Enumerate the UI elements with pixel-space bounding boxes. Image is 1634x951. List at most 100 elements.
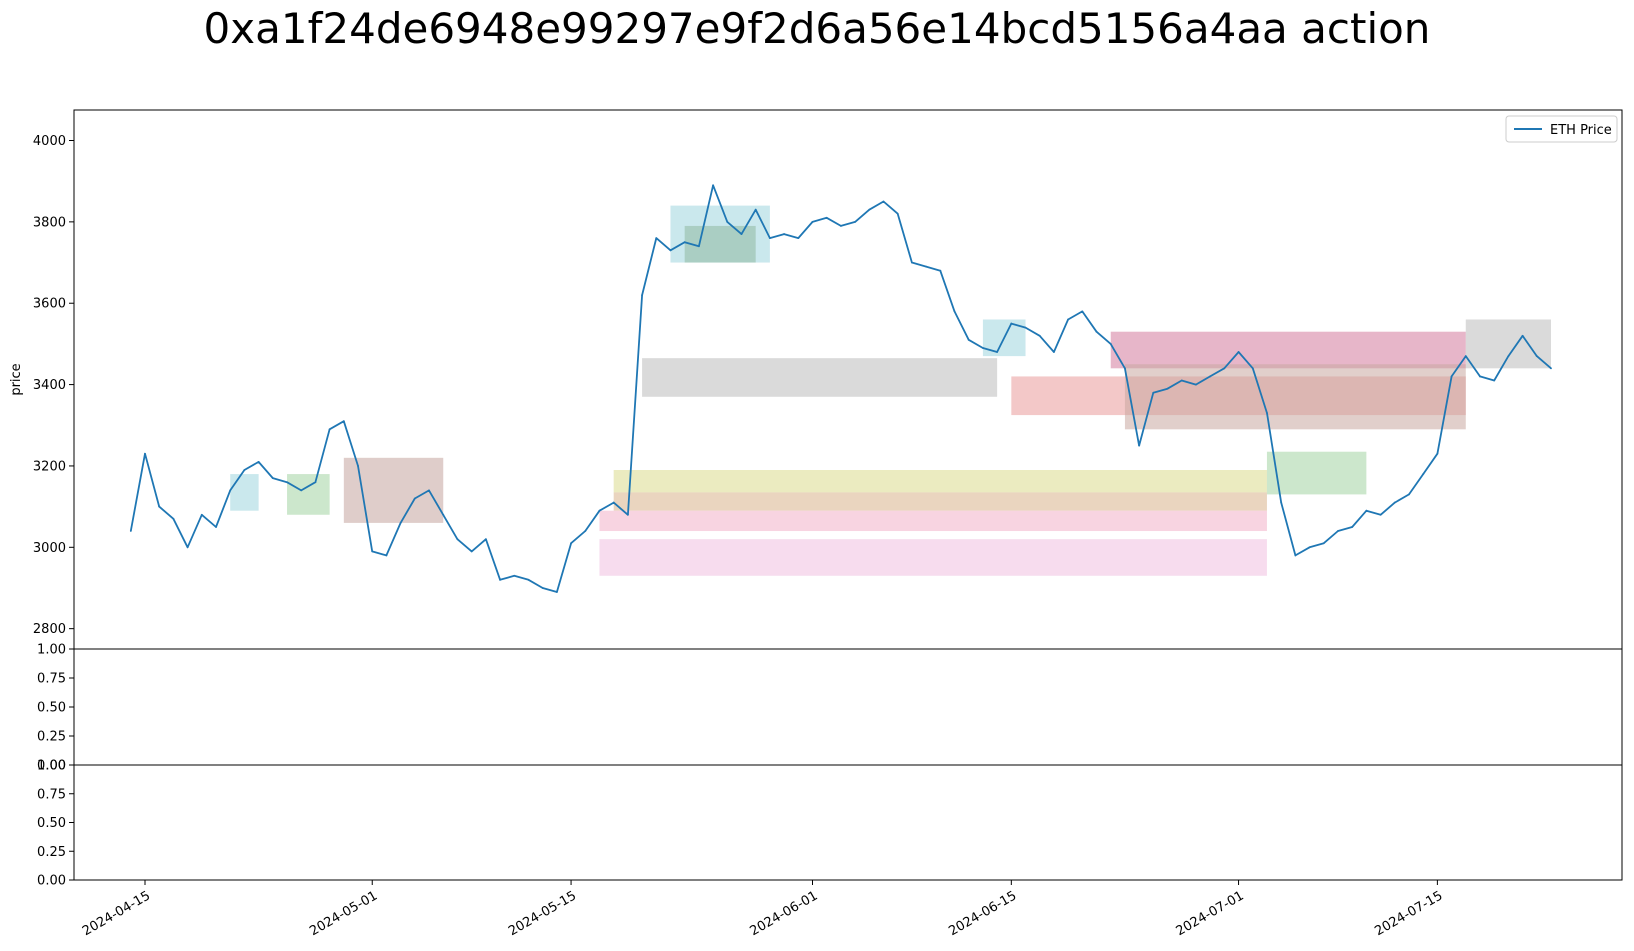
price-point bbox=[428, 489, 430, 492]
price-point bbox=[911, 261, 913, 264]
price-point bbox=[314, 481, 317, 484]
price-point bbox=[1266, 412, 1268, 414]
price-point bbox=[925, 265, 928, 268]
price-point bbox=[570, 542, 572, 545]
x-tick-label: 2024-05-15 bbox=[506, 888, 579, 939]
sub-y-tick-label: 1.00 bbox=[37, 759, 66, 774]
price-line-layer bbox=[129, 184, 1552, 593]
price-point bbox=[1393, 501, 1396, 504]
y-tick-label: 4000 bbox=[33, 134, 66, 149]
sub-y-tick-label: 0.75 bbox=[37, 672, 66, 687]
chart-title: 0xa1f24de6948e99297e9f2d6a56e14bcd5156a4… bbox=[203, 4, 1431, 53]
price-point bbox=[371, 550, 374, 553]
x-tick-label: 2024-06-15 bbox=[946, 888, 1019, 939]
price-point bbox=[655, 237, 658, 240]
price-point bbox=[1223, 367, 1226, 370]
x-tick-label: 2024-06-01 bbox=[748, 888, 821, 939]
price-point bbox=[300, 489, 303, 492]
action-range-band bbox=[1124, 364, 1466, 430]
action-range-band bbox=[599, 510, 1267, 532]
price-point bbox=[1053, 351, 1055, 353]
price-point bbox=[612, 501, 615, 504]
legend-label: ETH Price bbox=[1550, 123, 1612, 138]
action-ranges-layer bbox=[230, 205, 1551, 576]
action-range-band bbox=[684, 225, 756, 263]
action-range-band bbox=[1465, 319, 1551, 369]
y-tick-label: 2800 bbox=[33, 622, 66, 637]
subplot-2-frame bbox=[73, 764, 1623, 881]
y-tick-label: 3200 bbox=[33, 459, 66, 474]
sub-y-tick-label: 0.00 bbox=[37, 874, 66, 889]
price-point bbox=[1081, 310, 1084, 313]
price-point bbox=[1095, 330, 1098, 333]
price-point bbox=[1010, 322, 1013, 325]
price-point bbox=[1422, 473, 1425, 475]
price-point bbox=[1280, 501, 1283, 504]
price-point bbox=[1521, 334, 1524, 337]
sub-y-tick-label: 0.25 bbox=[37, 730, 66, 745]
price-point bbox=[754, 208, 757, 211]
legend: ETH Price bbox=[1505, 115, 1618, 143]
price-point bbox=[172, 517, 175, 520]
price-point bbox=[740, 233, 743, 235]
x-tick-label: 2024-04-15 bbox=[80, 888, 153, 939]
price-point bbox=[598, 509, 601, 512]
price-point bbox=[1308, 546, 1311, 549]
price-point bbox=[1379, 513, 1382, 516]
price-point bbox=[868, 208, 871, 211]
price-point bbox=[286, 481, 288, 484]
price-point bbox=[896, 212, 899, 215]
action-range-band bbox=[230, 474, 259, 511]
price-point bbox=[1322, 542, 1325, 545]
price-point bbox=[1038, 334, 1041, 337]
action-range-band bbox=[1266, 451, 1367, 495]
action-range-band bbox=[343, 457, 444, 523]
price-point bbox=[243, 469, 246, 471]
price-point bbox=[1450, 375, 1453, 378]
price-point bbox=[513, 574, 516, 577]
price-point bbox=[257, 460, 260, 463]
action-range-band bbox=[1110, 331, 1466, 369]
price-point bbox=[1479, 375, 1481, 378]
price-point bbox=[1464, 355, 1467, 358]
price-point bbox=[839, 225, 842, 227]
price-point bbox=[1109, 343, 1112, 345]
price-point bbox=[996, 351, 999, 353]
price-point bbox=[768, 237, 771, 240]
action-range-band bbox=[599, 539, 1267, 576]
price-point bbox=[783, 233, 785, 235]
price-point bbox=[158, 505, 161, 508]
price-point bbox=[683, 241, 686, 244]
y-axis-label: price bbox=[9, 363, 24, 395]
price-point bbox=[697, 245, 700, 248]
price-point bbox=[626, 513, 629, 516]
price-point bbox=[1166, 387, 1169, 390]
price-point bbox=[939, 269, 942, 272]
price-point bbox=[584, 530, 587, 532]
price-point bbox=[1024, 326, 1027, 329]
price-point bbox=[129, 530, 132, 532]
sub-y-tick-label: 0.50 bbox=[37, 701, 66, 716]
price-point bbox=[1507, 355, 1510, 358]
price-point bbox=[456, 538, 459, 541]
price-point bbox=[1195, 383, 1197, 386]
price-point bbox=[229, 489, 232, 492]
sub-y-tick-label: 0.00 bbox=[37, 759, 66, 774]
y-tick-label: 3800 bbox=[33, 215, 66, 230]
action-range-band bbox=[287, 474, 330, 515]
price-point bbox=[1493, 379, 1496, 382]
x-tick-label: 2024-07-01 bbox=[1174, 888, 1247, 939]
price-point bbox=[1365, 509, 1368, 512]
price-point bbox=[1124, 367, 1126, 370]
price-point bbox=[1550, 367, 1552, 370]
price-point bbox=[357, 465, 359, 467]
price-point bbox=[215, 526, 217, 528]
sub-y-tick-label: 0.50 bbox=[37, 816, 66, 831]
price-point bbox=[470, 550, 473, 553]
price-point bbox=[1251, 367, 1254, 370]
price-point bbox=[797, 237, 800, 240]
price-point bbox=[882, 200, 885, 203]
y-tick-label: 3000 bbox=[33, 541, 66, 556]
y-tick-label: 3400 bbox=[33, 378, 66, 393]
price-point bbox=[1535, 355, 1538, 358]
